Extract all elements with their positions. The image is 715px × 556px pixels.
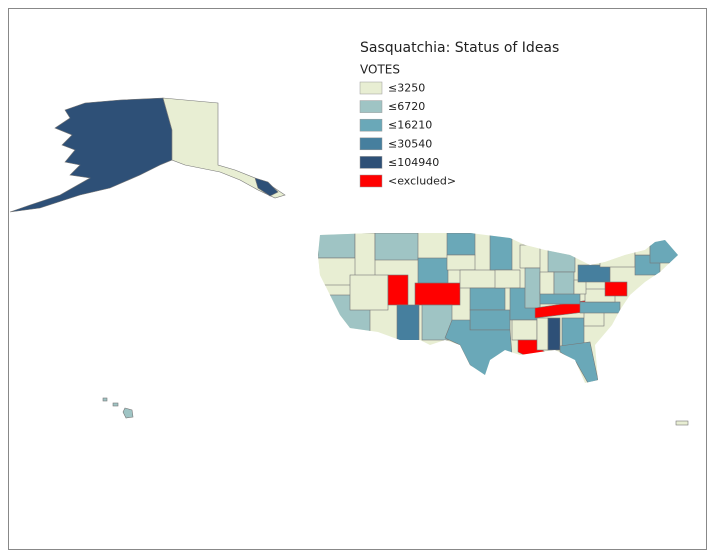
region	[469, 309, 511, 331]
region	[536, 317, 549, 351]
region	[374, 233, 419, 261]
legend-title: VOTES	[360, 63, 400, 77]
region	[9, 97, 173, 213]
region	[469, 287, 506, 311]
frame	[8, 8, 707, 550]
legend-label: ≤30540	[388, 137, 432, 150]
region	[417, 257, 449, 284]
region	[387, 274, 409, 306]
legend-label: ≤6720	[388, 100, 425, 113]
legend-label: <excluded>	[388, 175, 456, 188]
region	[604, 281, 628, 297]
region	[583, 311, 605, 327]
region	[577, 264, 611, 283]
region	[459, 269, 501, 289]
region	[122, 407, 134, 419]
region	[446, 233, 476, 256]
region	[489, 233, 513, 271]
region	[511, 319, 538, 341]
legend-label: ≤3250	[388, 82, 425, 95]
region	[349, 274, 389, 311]
legend-swatch	[359, 118, 383, 132]
region	[102, 397, 108, 402]
region	[446, 254, 476, 271]
map-title: Sasquatchia: Status of Ideas	[360, 40, 559, 56]
legend: Sasquatchia: Status of Ideas VOTES ≤3250…	[359, 40, 559, 188]
legend-label: ≤104940	[388, 156, 439, 169]
region	[318, 233, 356, 259]
legend-swatch	[359, 81, 383, 95]
legend-swatch	[359, 156, 383, 169]
region	[553, 271, 575, 295]
region	[524, 267, 541, 309]
region	[396, 304, 420, 343]
legend-swatch	[359, 174, 383, 188]
region	[112, 402, 119, 407]
region	[519, 244, 541, 269]
region	[675, 420, 689, 426]
region	[579, 301, 621, 314]
region	[494, 269, 521, 289]
legend-label: ≤16210	[388, 119, 432, 132]
region	[547, 317, 561, 351]
region	[414, 282, 461, 306]
region	[254, 177, 279, 197]
hawaii	[102, 397, 689, 426]
region	[559, 341, 599, 383]
alaska	[9, 97, 286, 213]
region	[539, 271, 555, 295]
region	[561, 317, 585, 347]
legend-swatch	[359, 137, 383, 151]
legend-swatch	[359, 100, 383, 113]
